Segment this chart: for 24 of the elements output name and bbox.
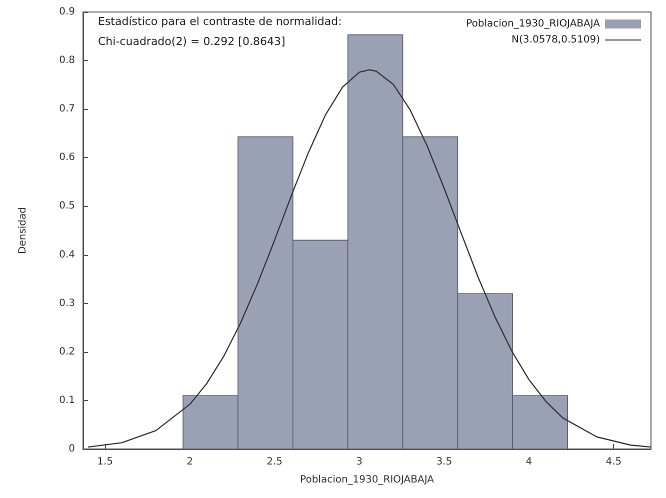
y-axis-title: Densidad — [18, 206, 28, 254]
legend-label: N(3.0578,0.5109) — [512, 34, 600, 46]
y-tick-label: 0 — [68, 444, 75, 454]
x-tick-label: 4 — [526, 456, 532, 468]
y-tick-label: 0.3 — [59, 298, 75, 309]
y-tick-label: 0.2 — [59, 346, 75, 358]
y-tick-label: 0.5 — [59, 200, 75, 212]
x-tick-label: 1.5 — [97, 456, 113, 468]
line-series — [87, 69, 652, 448]
y-tick-label: 0.9 — [59, 6, 75, 18]
y-tick-label: 0.7 — [59, 104, 75, 115]
x-tick-label: 3 — [356, 456, 363, 468]
y-tick-label: 0.6 — [59, 152, 75, 164]
x-tick-label: 2 — [186, 456, 194, 468]
x-tick-label: 4.5 — [606, 456, 622, 468]
x-tick-label: 2.5 — [266, 456, 283, 468]
legend-label: Poblacion_1930_RIOJABAJA — [466, 18, 600, 30]
annotation: Estadístico para el contraste de normalidad: — [98, 15, 342, 28]
y-tick-label: 0.8 — [59, 55, 75, 66]
annotation: Chi-cuadrado(2) = 0.292 [0.8643] — [98, 35, 286, 48]
x-axis-title: Poblacion_1930_RIOJABAJA — [300, 474, 434, 486]
y-tick-label: 0.1 — [59, 394, 75, 406]
x-tick-label: 3.5 — [436, 456, 452, 468]
y-tick-label: 0.4 — [59, 249, 75, 260]
